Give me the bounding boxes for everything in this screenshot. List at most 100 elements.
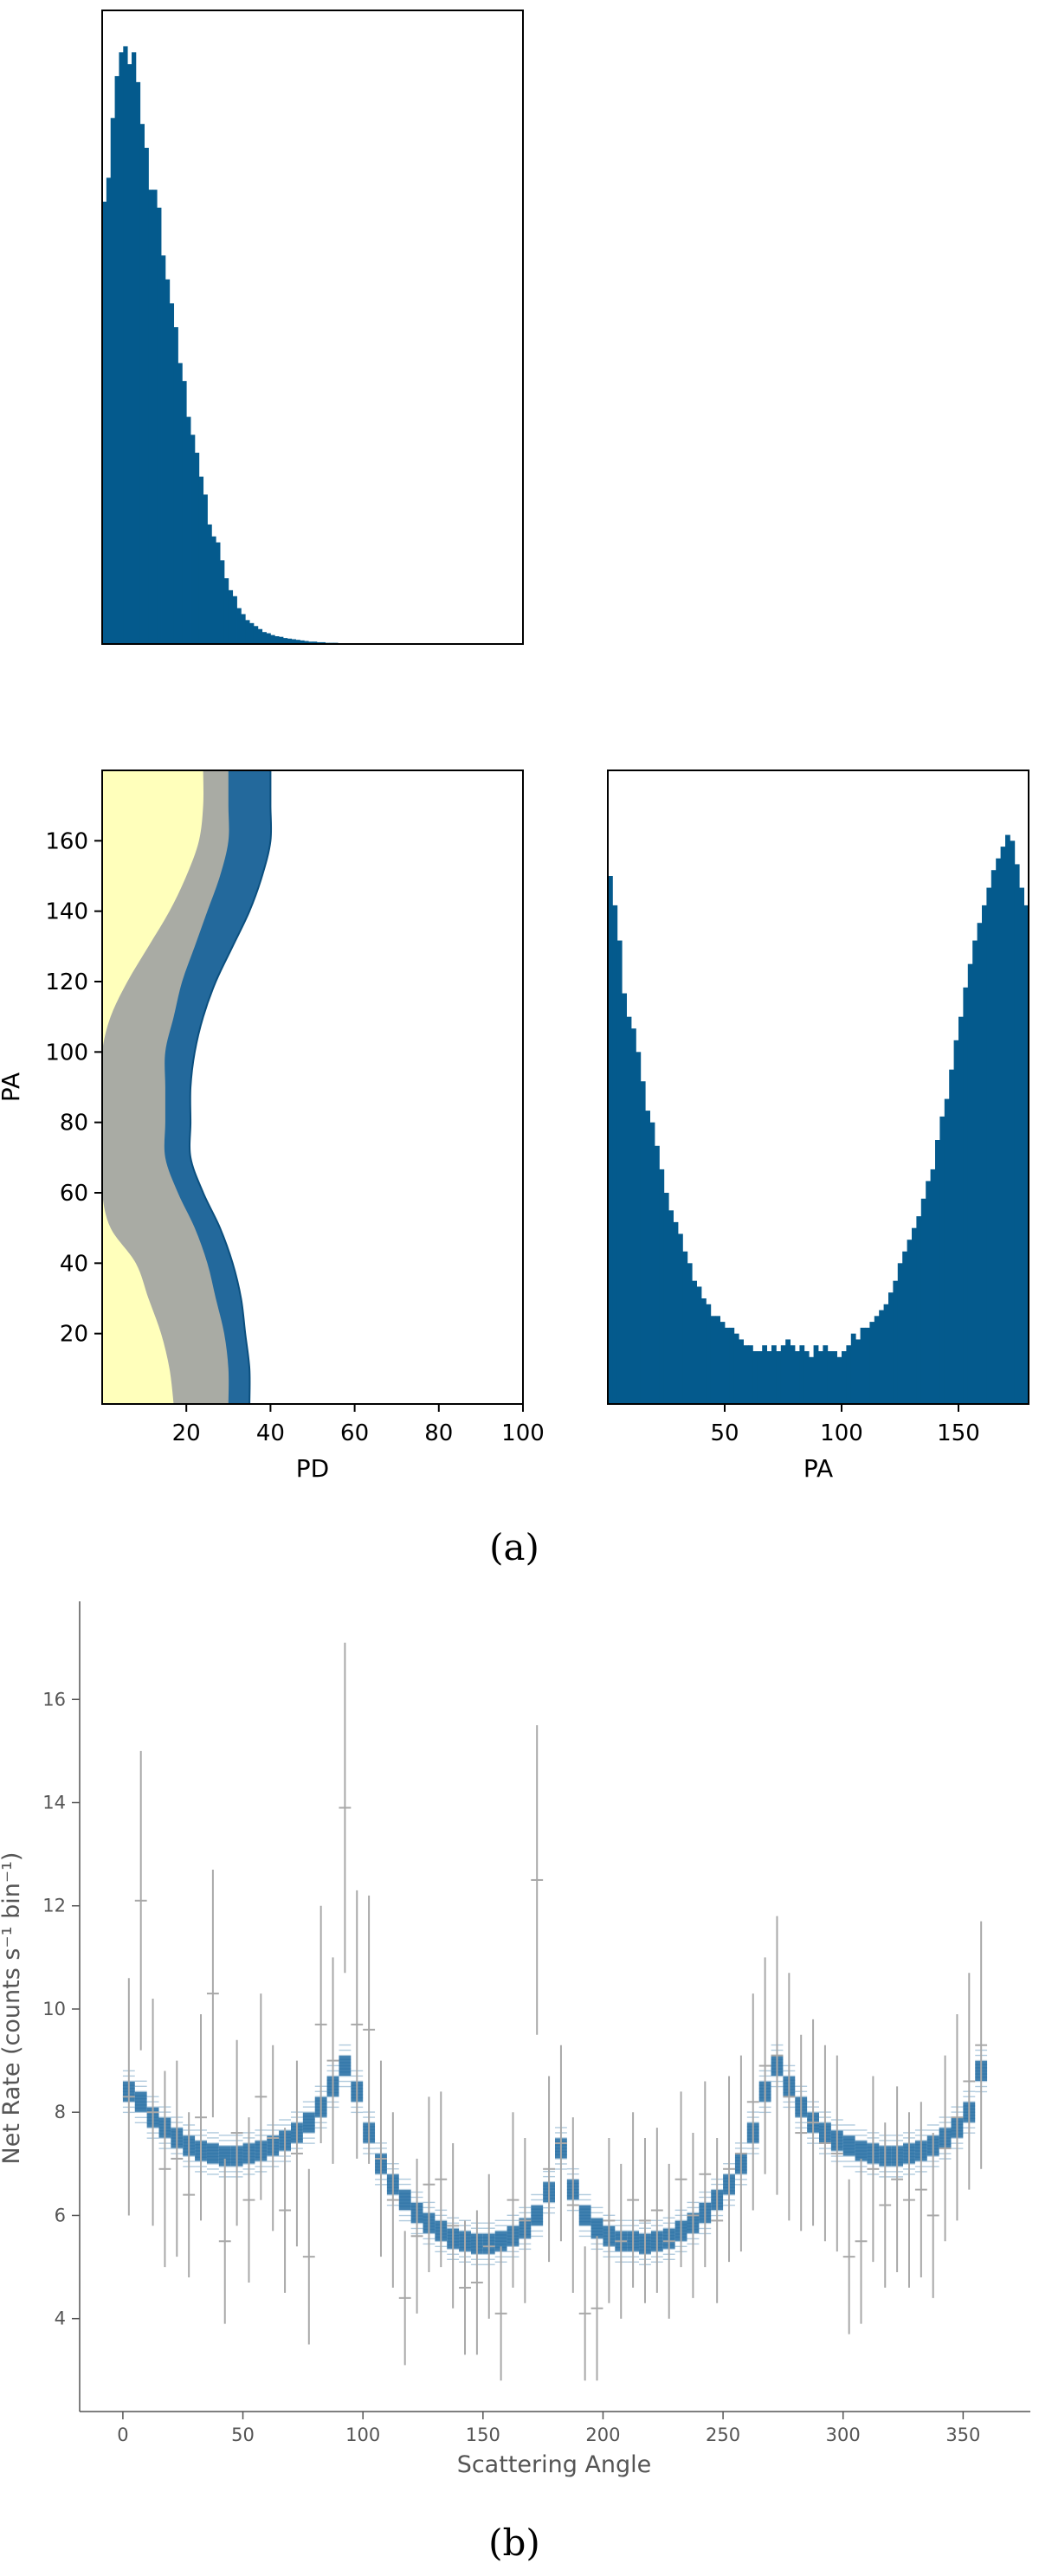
pa-histogram-bar [743, 1345, 749, 1404]
sa-x-tick-label: 50 [231, 2425, 255, 2445]
model-band [842, 2135, 855, 2156]
pa-histogram-bar [860, 1327, 866, 1404]
pa-x-tick-label: 150 [937, 1420, 980, 1446]
pa-x-tick-label: 50 [710, 1420, 739, 1446]
pa-histogram-bar [869, 1322, 875, 1404]
pa-histogram-bar [893, 1280, 899, 1404]
pa-histogram-bar [766, 1351, 772, 1404]
pa-histogram-bar [813, 1345, 819, 1404]
model-band [578, 2205, 591, 2225]
model-band [302, 2112, 315, 2133]
model-band [398, 2190, 411, 2211]
pa-histogram-bar [739, 1339, 744, 1404]
pa-histogram-bar [729, 1327, 735, 1404]
pd-histogram-bar [203, 494, 208, 644]
pa-histogram-bar [608, 876, 613, 1404]
sa-y-axis: 4 6 8 10 12 14 16 [42, 1689, 80, 2329]
contour-x-tick-label: 80 [424, 1420, 453, 1446]
pd-histogram-bar [139, 124, 145, 644]
pd-histogram-bar [190, 435, 196, 644]
contour-y-tick-label: 100 [45, 1040, 88, 1066]
pd-histogram-bar [261, 632, 267, 644]
pa-histogram-bar [832, 1351, 837, 1404]
pd-histogram-bar [291, 639, 296, 644]
pa-histogram-bar [972, 940, 978, 1404]
pa-histogram-bar [706, 1304, 712, 1404]
pd-histogram-bar [169, 303, 175, 644]
pa-histogram-bar [879, 1310, 884, 1404]
pa-histogram-bar [963, 987, 969, 1404]
sa-x-tick-label: 150 [466, 2425, 500, 2445]
pa-histogram-bar [649, 1122, 655, 1404]
pd-histogram-bar [220, 560, 225, 644]
pd-histogram-bar [194, 453, 200, 644]
pa-histogram-bar [939, 1116, 945, 1404]
pd-histogram-bar [253, 626, 259, 644]
pa-histogram-bar [663, 1193, 669, 1404]
pd-histogram-bar [198, 476, 204, 644]
sa-x-tick-label: 0 [117, 2425, 128, 2445]
pa-histogram-bar [958, 1016, 964, 1404]
pa-histogram-bar [622, 993, 627, 1404]
pa-histogram-bars [608, 834, 1029, 1404]
sa-y-tick-label: 4 [55, 2309, 66, 2329]
pd-histogram-bar [165, 279, 171, 644]
sa-y-tick-label: 8 [55, 2102, 66, 2122]
pd-histogram-bar [320, 641, 326, 644]
caption-b: (b) [488, 2521, 540, 2564]
pd-histogram-bar [211, 536, 216, 644]
pa-histogram-bar [920, 1198, 926, 1404]
contour-y-tick-label: 120 [45, 969, 88, 995]
pa-histogram-bar [776, 1351, 782, 1404]
model-band [590, 2218, 603, 2238]
pa-histogram-bar [944, 1098, 950, 1404]
pd-histogram-bar [144, 147, 149, 644]
pd-histogram-bar [313, 641, 318, 644]
pa-histogram-bar [640, 1081, 646, 1404]
pd-histogram-bar [308, 641, 313, 644]
sa-y-label: Net Rate (counts s⁻¹ bin⁻¹) [0, 1852, 25, 2165]
pa-histogram-bar [916, 1216, 922, 1404]
pd-histogram-bar [245, 620, 250, 644]
pa-histogram-bar [682, 1251, 688, 1404]
pa-histogram-bar [785, 1339, 791, 1404]
sa-y-tick-label: 16 [42, 1689, 66, 1710]
contour-y-axis: 20 40 60 80 100 120 140 160 [45, 828, 102, 1348]
pa-histogram-bar [907, 1240, 913, 1404]
pa-histogram-bar [795, 1351, 800, 1404]
pd-histogram-frame [101, 10, 524, 645]
pd-histogram-bar [295, 640, 300, 644]
pa-histogram-bar [780, 1345, 786, 1404]
sa-y-tick-label: 6 [55, 2205, 66, 2225]
pa-histogram-bar [977, 923, 983, 1404]
pa-histogram-bar [631, 1028, 636, 1404]
pa-histogram-bar [701, 1298, 707, 1404]
pd-histogram-bar [300, 640, 305, 644]
pd-histogram-bar [110, 118, 115, 645]
pa-histogram-bar [986, 887, 992, 1404]
pd-histogram-bar [270, 634, 275, 644]
pa-histogram-bar [836, 1356, 842, 1404]
pd-histogram-panel [101, 10, 524, 645]
pa-histogram-bar [949, 1069, 954, 1404]
pd-histogram-bar [123, 46, 128, 645]
pa-histogram-bar [655, 1145, 660, 1404]
pd-histogram-bar [266, 633, 271, 644]
pa-histogram-bar [725, 1327, 730, 1404]
pa-histogram-bar [720, 1322, 726, 1404]
pd-histogram-bar [257, 628, 263, 644]
pa-histogram-bar [752, 1351, 758, 1404]
pd-histogram-bar [177, 363, 183, 644]
model-band [531, 2205, 544, 2225]
contour-y-tick-label: 20 [60, 1322, 88, 1348]
contour-frame [101, 770, 524, 1405]
pa-histogram-bar [710, 1316, 716, 1404]
pd-histogram-bar [182, 381, 187, 644]
pd-histogram-bar [186, 416, 191, 644]
contour-level-inner [102, 770, 203, 1404]
model-band [134, 2091, 147, 2112]
pa-histogram-bar [1019, 887, 1024, 1404]
pa-histogram-bar [865, 1327, 870, 1404]
pa-histogram-bar [818, 1351, 823, 1404]
pa-histogram-bar [696, 1286, 702, 1404]
